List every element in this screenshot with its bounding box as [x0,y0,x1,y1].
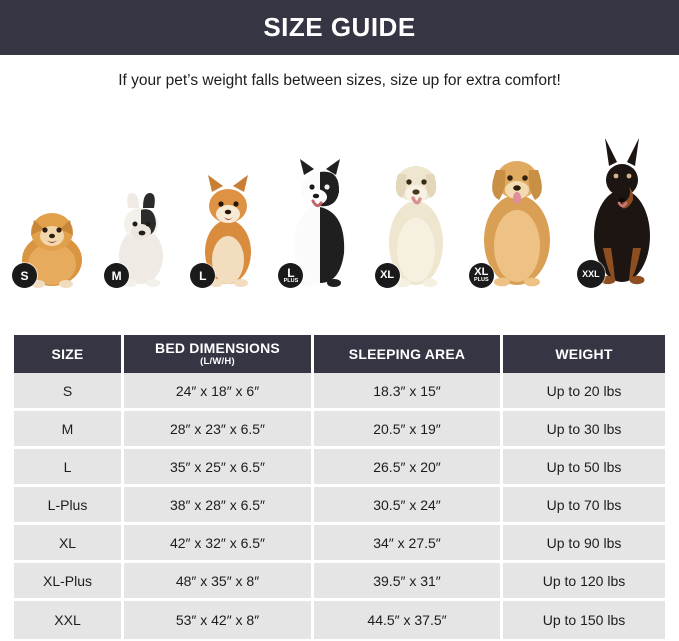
size-badge-label: L [199,268,207,283]
cell-size: L-Plus [14,487,124,525]
cell-bed: 24″ x 18″ x 6″ [124,373,314,411]
column-header-size: SIZE [14,335,124,373]
cell-bed: 53″ x 42″ x 8″ [124,601,314,639]
size-badge: M [104,263,130,288]
dog-cell-l: L [190,132,264,288]
dog-cell-xl: XL [374,132,455,288]
subtitle-note: If your pet’s weight falls between sizes… [118,72,561,89]
cell-bed: 42″ x 32″ x 6.5″ [124,525,314,563]
size-badge-sublabel: PLUS [283,277,299,284]
table-row: L-Plus 38″ x 28″ x 6.5″ 30.5″ x 24″ Up to 7… [14,487,665,525]
table-row: XXL 53″ x 42″ x 8″ 44.5″ x 37.5″ Up to 150 … [14,601,665,639]
column-header-label: BED DIMENSIONS [155,339,280,356]
cell-weight: Up to 150 lbs [503,601,665,639]
doberman-illustration [579,136,665,288]
cell-bed: 28″ x 23″ x 6.5″ [124,411,314,449]
cell-weight: Up to 90 lbs [503,525,665,563]
cell-size: L [14,449,124,487]
cell-weight: Up to 30 lbs [503,411,665,449]
size-badge: XXL [576,260,605,288]
table-body: S 24″ x 18″ x 6″ 18.3″ x 15″ Up to 20 lbs M 2… [14,373,665,639]
dog-size-illustration-row: S M L [12,132,665,288]
cell-sleeping: 20.5″ x 19″ [314,411,503,449]
size-badge: L [190,263,216,288]
cell-bed: 48″ x 35″ x 8″ [124,563,314,601]
size-badge: XL PLUS [468,263,494,288]
cell-bed: 38″ x 28″ x 6.5″ [124,487,314,525]
border-collie-illustration [280,153,360,288]
dog-cell-m: M [104,132,176,288]
cell-sleeping: 30.5″ x 24″ [314,487,503,525]
table-header-row: SIZE BED DIMENSIONS (L/W/H) SLEEPING AREA WE… [14,335,665,373]
table-row: M 28″ x 23″ x 6.5″ 20.5″ x 19″ Up to 30 lbs [14,411,665,449]
table-row: XL 42″ x 32″ x 6.5″ 34″ x 27.5″ Up to 90 lb… [14,525,665,563]
pomeranian-illustration [14,202,90,288]
column-header-sublabel: (L/W/H) [200,356,235,368]
size-badge-label: S [20,268,29,283]
french-bulldog-illustration [106,184,176,288]
cell-weight: Up to 50 lbs [503,449,665,487]
cell-bed: 35″ x 25″ x 6.5″ [124,449,314,487]
column-header-label: WEIGHT [555,345,613,362]
cell-size: XL [14,525,124,563]
title-bar: SIZE GUIDE [0,0,679,55]
cell-weight: Up to 20 lbs [503,373,665,411]
cell-sleeping: 44.5″ x 37.5″ [314,601,503,639]
cell-weight: Up to 70 lbs [503,487,665,525]
size-badge: S [12,263,37,288]
column-header-sleeping-area: SLEEPING AREA [314,335,503,373]
cell-sleeping: 18.3″ x 15″ [314,373,503,411]
table-row: L 35″ x 25″ x 6.5″ 26.5″ x 20″ Up to 50 lbs [14,449,665,487]
dog-cell-xl-plus: XL PLUS [468,132,563,288]
size-badge-label: L [287,265,295,280]
column-header-weight: WEIGHT [503,335,665,373]
cell-size: XXL [14,601,124,639]
dog-cell-xxl: XXL [576,132,665,288]
dog-cell-l-plus: L PLUS [278,132,360,288]
cell-sleeping: 39.5″ x 31″ [314,563,503,601]
size-badge-label: XL [474,266,489,279]
size-badge: L PLUS [278,263,304,288]
cell-sleeping: 34″ x 27.5″ [314,525,503,563]
shiba-inu-illustration [192,170,264,288]
size-guide-table: SIZE BED DIMENSIONS (L/W/H) SLEEPING AREA WE… [14,335,665,639]
labrador-illustration [377,148,455,288]
size-badge-sublabel: PLUS [473,277,489,284]
table-row: S 24″ x 18″ x 6″ 18.3″ x 15″ Up to 20 lbs [14,373,665,411]
cell-weight: Up to 120 lbs [503,563,665,601]
cell-size: XL-Plus [14,563,124,601]
size-badge: XL [374,263,400,288]
table-row: XL-Plus 48″ x 35″ x 8″ 39.5″ x 31″ Up to 12… [14,563,665,601]
column-header-label: SIZE [51,345,84,362]
size-badge-label: M [111,268,122,283]
size-badge-label: XXL [582,268,600,279]
golden-retriever-illustration [471,142,563,288]
page-title: SIZE GUIDE [263,12,416,42]
column-header-label: SLEEPING AREA [348,345,466,362]
cell-sleeping: 26.5″ x 20″ [314,449,503,487]
dog-cell-s: S [12,132,90,288]
column-header-bed-dimensions: BED DIMENSIONS (L/W/H) [124,335,314,373]
cell-size: S [14,373,124,411]
size-badge-label: XL [380,269,395,281]
cell-size: M [14,411,124,449]
table-header: SIZE BED DIMENSIONS (L/W/H) SLEEPING AREA WE… [14,335,665,373]
